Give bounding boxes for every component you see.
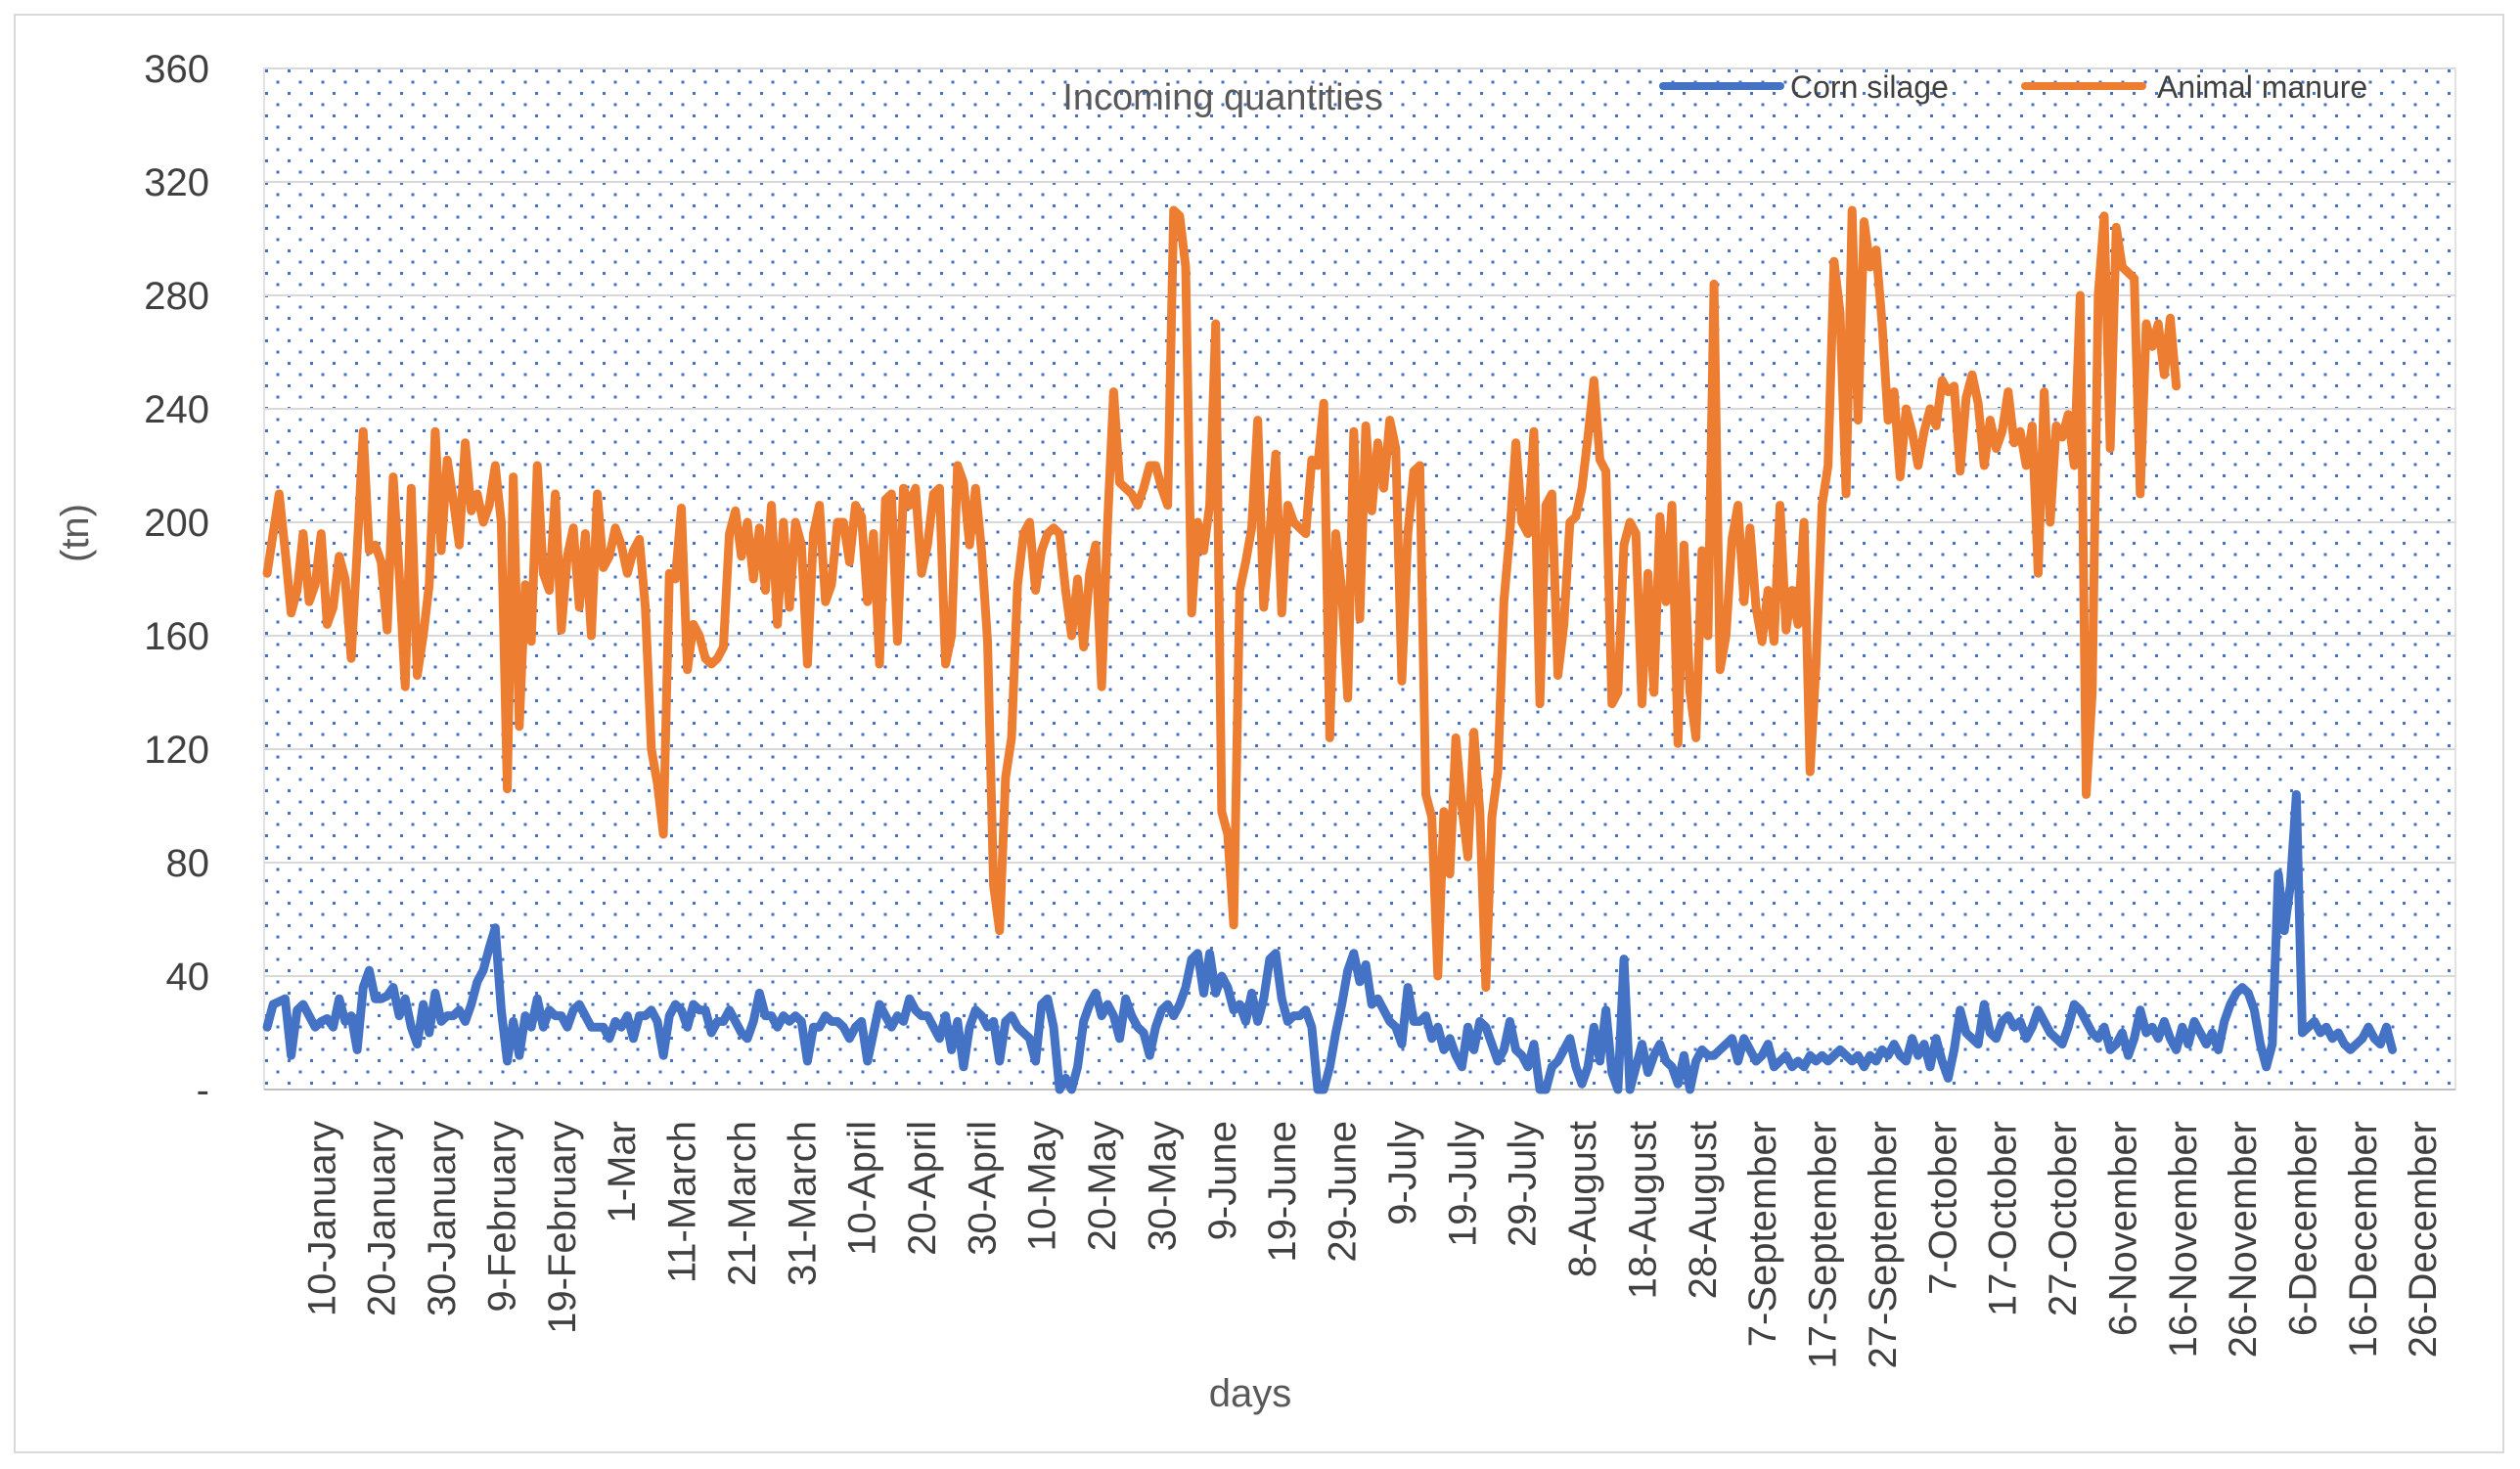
x-axis-title: days: [1209, 1372, 1292, 1415]
y-tick-label: 80: [166, 842, 210, 885]
y-tick-label: 360: [144, 48, 209, 91]
x-tick-label: 19-July: [1441, 1121, 1484, 1247]
x-tick-label: 26-December: [2402, 1121, 2445, 1358]
chart-title: Incoming quantities: [1062, 77, 1382, 118]
x-tick-label: 9-July: [1381, 1121, 1424, 1225]
x-tick-label: 29-July: [1502, 1121, 1545, 1247]
x-tick-label: 10-April: [841, 1121, 884, 1256]
x-tick-label: 26-November: [2222, 1121, 2265, 1358]
y-axis-title: (tn): [54, 504, 97, 562]
series-lines: [262, 205, 2398, 1094]
x-axis-tick-labels: 10-January 20-January 30-January 9-February…: [300, 1121, 2445, 1368]
x-tick-label: 17-September: [1802, 1121, 1845, 1368]
y-tick-label: 280: [144, 275, 209, 318]
x-tick-label: 21-March: [721, 1121, 764, 1286]
x-tick-label: 27-September: [1862, 1121, 1905, 1368]
x-tick-label: 11-March: [661, 1121, 704, 1283]
y-tick-label: -: [197, 1069, 209, 1112]
x-tick-label: 20-January: [361, 1121, 404, 1316]
x-tick-label: 10-May: [1021, 1121, 1064, 1251]
x-tick-label: 6-December: [2282, 1121, 2325, 1336]
x-tick-label: 19-June: [1261, 1121, 1304, 1263]
legend-label-corn-silage: Corn silage: [1790, 69, 1949, 105]
y-tick-label: 40: [166, 956, 210, 999]
x-tick-label: 20-May: [1081, 1121, 1124, 1251]
x-tick-label: 8-August: [1561, 1121, 1604, 1277]
x-tick-label: 20-April: [901, 1121, 944, 1256]
y-tick-label: 160: [144, 615, 209, 658]
x-tick-label: 9-February: [480, 1121, 523, 1313]
x-tick-label: 7-September: [1741, 1121, 1784, 1347]
legend-label-animal-manure: Animal manure: [2157, 69, 2367, 105]
series-line-corn-silage: [262, 789, 2398, 1094]
x-tick-label: 30-May: [1141, 1121, 1184, 1251]
x-tick-label: 30-January: [421, 1121, 464, 1316]
x-tick-label: 28-August: [1682, 1121, 1725, 1299]
x-tick-label: 19-February: [541, 1121, 584, 1334]
x-tick-label: 29-June: [1322, 1121, 1365, 1263]
x-tick-label: 1-Mar: [601, 1121, 644, 1223]
series-line-animal-manure: [262, 205, 2182, 993]
x-tick-label: 18-August: [1621, 1121, 1664, 1299]
x-tick-label: 27-October: [2042, 1121, 2085, 1316]
x-tick-label: 6-November: [2101, 1121, 2144, 1336]
y-axis-tick-labels: - 40 80 120 160 200 240 280 320 360: [144, 48, 209, 1112]
y-tick-label: 120: [144, 729, 209, 772]
x-tick-label: 17-October: [1982, 1121, 2025, 1316]
y-tick-label: 320: [144, 161, 209, 204]
x-tick-label: 16-November: [2162, 1121, 2205, 1358]
y-tick-label: 240: [144, 388, 209, 431]
legend: Corn silage Animal manure: [1659, 69, 2367, 105]
y-tick-label: 200: [144, 502, 209, 545]
x-tick-label: 7-October: [1921, 1121, 1964, 1295]
x-tick-label: 31-March: [781, 1121, 824, 1286]
x-tick-label: 16-December: [2342, 1121, 2385, 1358]
x-tick-label: 9-June: [1201, 1121, 1244, 1240]
x-tick-label: 30-April: [961, 1121, 1004, 1256]
x-tick-label: 10-January: [300, 1121, 343, 1316]
